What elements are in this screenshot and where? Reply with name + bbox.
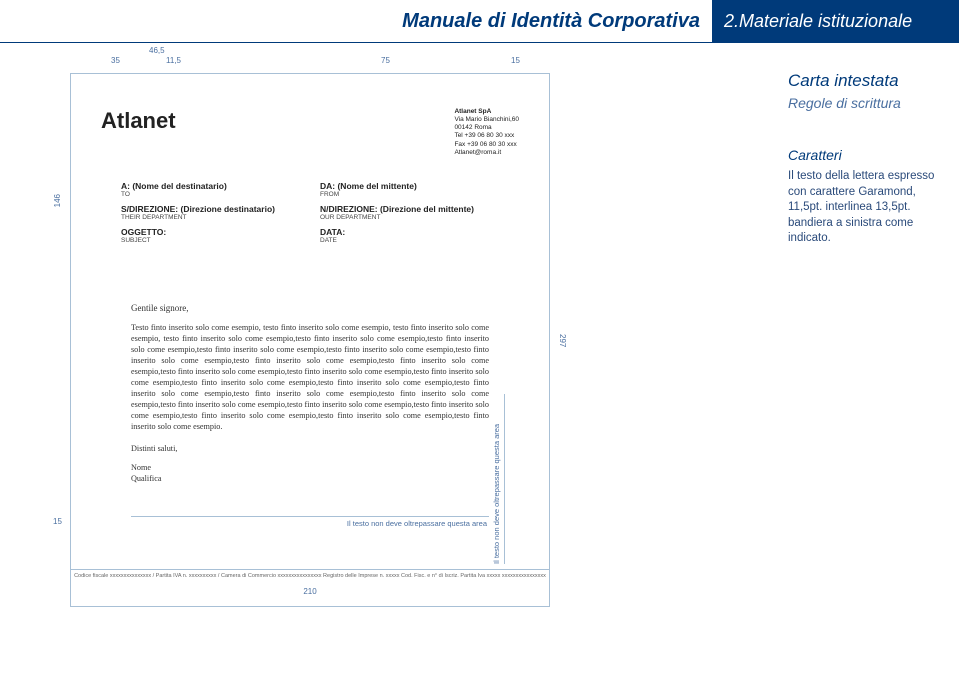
fields-right: DA: (Nome del mittente) FROM N/DIREZIONE… bbox=[320, 175, 519, 244]
dim-75: 75 bbox=[381, 56, 390, 65]
addr-line1: Via Mario Bianchini,60 bbox=[454, 116, 519, 124]
field-their-dept: S/DIREZIONE: (Direzione destinatario) bbox=[121, 204, 320, 214]
addr-line2: 00142 Roma bbox=[454, 124, 519, 132]
field-date: DATA: bbox=[320, 227, 519, 237]
field-to: A: (Nome del destinatario) bbox=[121, 181, 320, 191]
addr-email: Atlanet@roma.it bbox=[454, 149, 519, 157]
dim-46-5: 46,5 bbox=[149, 46, 165, 55]
letter-body-area: Gentile signore, Testo finto inserito so… bbox=[71, 244, 549, 529]
bottom-dim-210: 210 bbox=[71, 587, 549, 606]
field-from: DA: (Nome del mittente) bbox=[320, 181, 519, 191]
field-subject: OGGETTO: bbox=[121, 227, 320, 237]
fields-block: A: (Nome del destinatario) TO S/DIREZION… bbox=[71, 157, 549, 244]
field-to-sub: TO bbox=[121, 191, 320, 198]
letter-greeting: Gentile signore, bbox=[131, 302, 489, 314]
field-subject-sub: SUBJECT bbox=[121, 237, 320, 244]
letter-body: Testo finto inserito solo come esempio, … bbox=[131, 322, 489, 433]
sidebar-body: Il testo della lettera espresso con cara… bbox=[788, 169, 939, 247]
company-address: Atlanet SpA Via Mario Bianchini,60 00142… bbox=[454, 108, 519, 157]
limit-vertical: Il testo non deve oltrepassare questa ar… bbox=[492, 394, 505, 564]
letter-name: Nome bbox=[131, 462, 489, 473]
right-dim-297: 297 bbox=[558, 334, 567, 347]
letter-page: 46,5 35 11,5 75 15 146 15 297 Atlanet At… bbox=[70, 73, 550, 607]
header-right-title: 2.Materiale istituzionale bbox=[712, 0, 959, 42]
field-from-sub: FROM bbox=[320, 191, 519, 198]
sidebar-title: Carta intestata bbox=[788, 71, 939, 91]
sidebar: Carta intestata Regole di scrittura Cara… bbox=[770, 43, 959, 607]
header-left-title: Manuale di Identità Corporativa bbox=[0, 0, 712, 42]
fields-left: A: (Nome del destinatario) TO S/DIREZION… bbox=[121, 175, 320, 244]
logo-row: Atlanet Atlanet SpA Via Mario Bianchini,… bbox=[71, 74, 549, 157]
field-date-sub: DATE bbox=[320, 237, 519, 244]
page-column: 46,5 35 11,5 75 15 146 15 297 Atlanet At… bbox=[0, 43, 770, 607]
main-area: 46,5 35 11,5 75 15 146 15 297 Atlanet At… bbox=[0, 43, 959, 607]
addr-tel: Tel +39 06 80 30 xxx bbox=[454, 132, 519, 140]
logo: Atlanet bbox=[101, 108, 176, 157]
page-header: Manuale di Identità Corporativa 2.Materi… bbox=[0, 0, 959, 42]
letter-role: Qualifica bbox=[131, 473, 489, 484]
legal-footer: Codice fiscale xxxxxxxxxxxxxxx / Partita… bbox=[71, 569, 549, 579]
limit-horizontal: Il testo non deve oltrepassare questa ar… bbox=[131, 516, 489, 529]
field-their-dept-sub: THEIR DEPARTMENT bbox=[121, 214, 320, 221]
addr-fax: Fax +39 06 80 30 xxx bbox=[454, 141, 519, 149]
left-dim-146: 146 bbox=[53, 194, 62, 207]
sidebar-section-heading: Caratteri bbox=[788, 147, 939, 163]
sidebar-subtitle: Regole di scrittura bbox=[788, 95, 939, 111]
letter-closing: Distinti saluti, bbox=[131, 443, 489, 454]
field-our-dept: N/DIREZIONE: (Direzione del mittente) bbox=[320, 204, 519, 214]
left-dim-15: 15 bbox=[53, 517, 62, 526]
top-dimensions: 46,5 35 11,5 75 15 bbox=[71, 52, 549, 74]
dim-15: 15 bbox=[511, 56, 520, 65]
company-name: Atlanet SpA bbox=[454, 108, 519, 116]
dim-35: 35 bbox=[111, 56, 120, 65]
field-our-dept-sub: OUR DEPARTMENT bbox=[320, 214, 519, 221]
dim-11-5: 11,5 bbox=[166, 56, 181, 65]
